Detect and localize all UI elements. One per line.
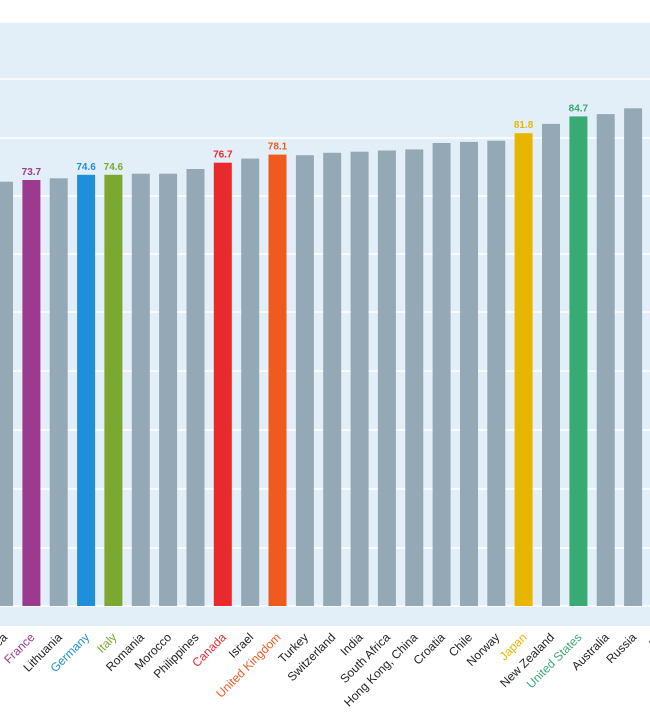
category-label-croatia: Croatia xyxy=(410,630,447,667)
category-label-ca: ca xyxy=(0,630,10,649)
bar-chile xyxy=(460,141,478,606)
bar-russia xyxy=(624,108,643,607)
bar-switzerland xyxy=(323,152,342,607)
bar-south-africa xyxy=(377,150,396,606)
bar-philippines xyxy=(186,169,205,606)
bar-france xyxy=(22,180,41,606)
bar-germany xyxy=(77,174,96,607)
data-label-japan: 81.8 xyxy=(514,120,534,131)
category-label-pe: Pe xyxy=(646,630,650,651)
bar-canada xyxy=(213,162,232,606)
bar-united-kingdom xyxy=(268,154,287,606)
bar-japan xyxy=(514,133,533,606)
bar-new-zealand xyxy=(542,123,560,607)
bar-lithuania xyxy=(49,178,68,607)
bar-australia xyxy=(596,114,615,606)
data-label-france: 73.7 xyxy=(22,167,42,178)
bar-turkey xyxy=(295,155,314,606)
bar-norway xyxy=(487,140,506,606)
data-label-united-states: 84.7 xyxy=(569,103,589,114)
bar-morocco xyxy=(159,173,178,606)
category-label-russia: Russia xyxy=(603,630,639,666)
bar-united-states xyxy=(569,116,588,607)
bar-ca xyxy=(0,181,13,606)
data-labels: 73.7 74.6 74.6 76.7 78.1 81.8 84.7 xyxy=(22,103,589,178)
bar-italy xyxy=(104,174,123,607)
data-label-united-kingdom: 78.1 xyxy=(268,142,288,153)
bar-romania xyxy=(131,173,150,606)
bar-india xyxy=(350,151,369,606)
bars xyxy=(0,108,643,607)
bar-israel xyxy=(241,158,260,606)
bar-croatia xyxy=(432,143,451,606)
bar-hong-kong-china xyxy=(405,149,424,606)
data-label-germany: 74.6 xyxy=(76,162,96,173)
data-label-canada: 76.7 xyxy=(213,150,233,161)
data-label-italy: 74.6 xyxy=(104,162,124,173)
